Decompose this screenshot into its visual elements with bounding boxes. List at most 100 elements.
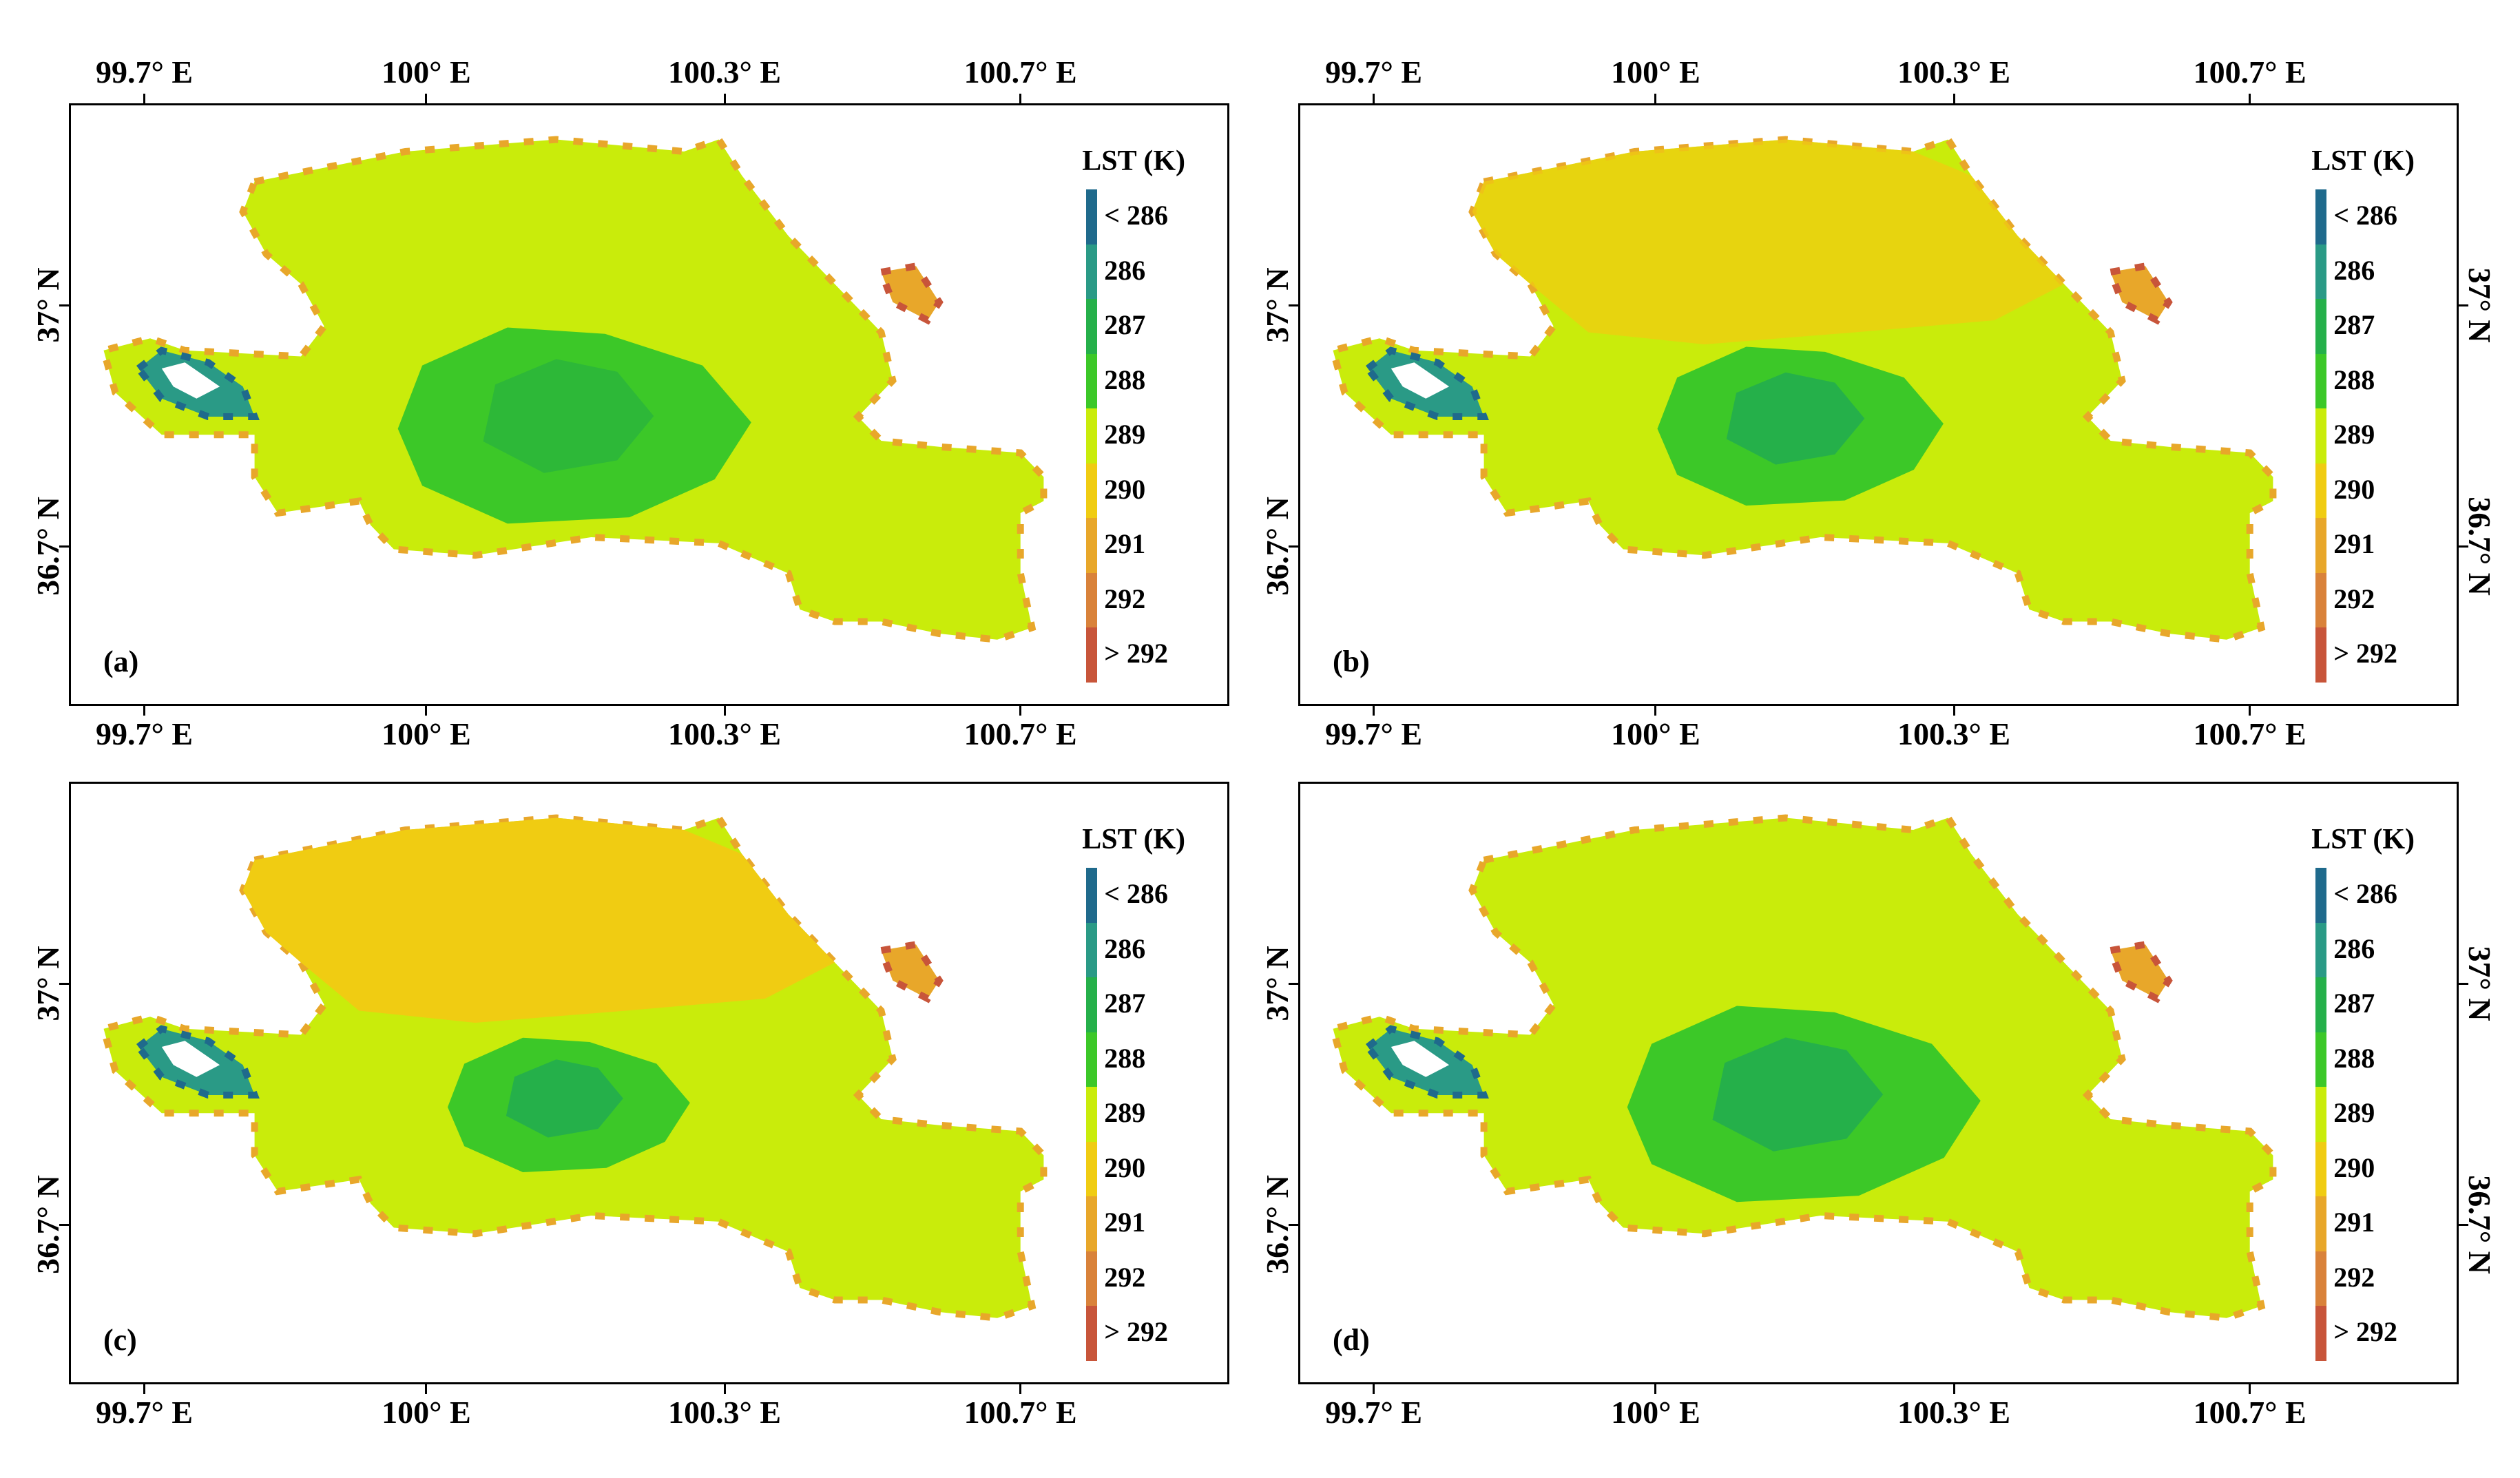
lst-map [99, 813, 1048, 1322]
legend-label: 290 [1104, 1152, 1146, 1183]
legend-label: 289 [2333, 1097, 2375, 1128]
legend-swatch [2315, 572, 2327, 627]
lon-tick [1373, 706, 1375, 716]
legend-swatch [2315, 1032, 2327, 1087]
legend-label: 292 [1104, 1261, 1146, 1293]
lat-tick [1289, 545, 1298, 548]
lat-tick [2459, 304, 2468, 306]
islet-area [2105, 940, 2173, 1003]
lat-label: 36.7° N [2462, 1175, 2497, 1274]
cool-core-region [1712, 1037, 1884, 1152]
lon-tick [2249, 94, 2251, 103]
legend-label: 288 [2333, 1042, 2375, 1074]
lat-tick [1289, 304, 1298, 306]
panel-label: (c) [103, 1323, 137, 1357]
legend-label: 288 [1104, 1042, 1146, 1074]
panel-label: (b) [1333, 645, 1370, 678]
lat-label: 36.7° N [30, 1175, 65, 1274]
legend-label: > 292 [2333, 638, 2398, 669]
lon-tick [1953, 94, 1955, 103]
lon-label: 99.7° E [1324, 1395, 1423, 1430]
warm-region [1472, 139, 2065, 344]
legend-label: 287 [1104, 309, 1146, 340]
legend-swatch [2315, 922, 2327, 977]
legend-label: 291 [2333, 1207, 2375, 1238]
lat-tick [1289, 1223, 1298, 1226]
legend-title: LST (K) [2311, 824, 2415, 855]
lon-tick [1019, 94, 1022, 103]
legend-label: 287 [1104, 988, 1146, 1019]
lon-tick [2249, 1384, 2251, 1394]
lon-tick [723, 94, 726, 103]
lat-label: 36.7° N [1260, 497, 1295, 596]
lon-tick [143, 1384, 146, 1394]
legend-swatch [1086, 572, 1098, 627]
lon-label: 100.7° E [964, 1395, 1077, 1430]
lon-label: 100.7° E [2193, 54, 2306, 90]
legend-swatch [1086, 408, 1098, 464]
legend-swatch [2315, 463, 2327, 518]
legend-swatch [1086, 518, 1098, 573]
islet-area [2105, 262, 2173, 325]
legend-swatch [2315, 1141, 2327, 1196]
legend-swatch [1086, 977, 1098, 1032]
legend-color-bar [1086, 868, 1098, 1361]
lat-label: 36.7° N [1260, 1175, 1295, 1274]
legend-label: < 286 [1104, 878, 1169, 909]
legend-label: 290 [2333, 1152, 2375, 1183]
lat-tick [2459, 1223, 2468, 1226]
lat-label: 37° N [30, 946, 65, 1021]
legend-label: < 286 [1104, 200, 1169, 231]
legend-label: < 286 [2333, 878, 2398, 909]
legend-swatch [2315, 244, 2327, 299]
legend-title: LST (K) [1082, 145, 1185, 177]
legend-label: < 286 [2333, 200, 2398, 231]
lat-label: 37° N [30, 267, 65, 343]
lon-tick [1654, 94, 1657, 103]
map-panel-a: 99.7° E 100° E 100.3° E 100.7° E 99.7° E 100°… [30, 54, 1229, 751]
lon-tick [723, 1384, 726, 1394]
lake-no-data [1391, 1041, 1450, 1077]
lat-label: 36.7° N [2462, 497, 2497, 596]
islet-area [876, 940, 944, 1003]
lon-tick [1953, 1384, 1955, 1394]
legend-swatch [1086, 463, 1098, 518]
legend-label: 289 [1104, 1097, 1146, 1128]
lon-label: 100.3° E [1897, 1395, 2011, 1430]
legend-label: 286 [1104, 933, 1146, 964]
legend-label: 286 [2333, 254, 2375, 286]
lon-tick [1373, 94, 1375, 103]
legend-swatch [1086, 1306, 1098, 1361]
legend-swatch [1086, 868, 1098, 923]
legend-label: 292 [2333, 583, 2375, 614]
legend-swatch [1086, 244, 1098, 299]
lon-label: 100.7° E [964, 54, 1077, 90]
legend-label: 289 [2333, 419, 2375, 450]
lake-no-data [161, 1041, 220, 1077]
lake-no-data [161, 362, 220, 399]
legend-swatch [1086, 627, 1098, 683]
legend-label: 287 [2333, 988, 2375, 1019]
legend-swatch [2315, 353, 2327, 408]
panel-label: (d) [1333, 1323, 1370, 1357]
lat-tick [1289, 982, 1298, 985]
lon-label: 100.7° E [2193, 1395, 2306, 1430]
legend-swatch [2315, 1306, 2327, 1361]
legend-label: > 292 [1104, 638, 1169, 669]
islet-area [876, 262, 944, 325]
lon-label: 100.3° E [667, 54, 782, 90]
lon-tick [1953, 706, 1955, 716]
lat-tick [59, 1223, 69, 1226]
legend-label: > 292 [2333, 1316, 2398, 1347]
lst-map [99, 135, 1048, 643]
legend-label: 286 [1104, 254, 1146, 286]
lat-label: 36.7° N [30, 497, 65, 596]
legend-swatch [1086, 353, 1098, 408]
lon-tick [2249, 706, 2251, 716]
lat-tick [59, 982, 69, 985]
lon-label: 100° E [382, 54, 471, 90]
legend-label: 291 [1104, 1207, 1146, 1238]
lon-label: 99.7° E [95, 54, 194, 90]
lon-tick [1019, 1384, 1022, 1394]
lon-label: 100.3° E [667, 1395, 782, 1430]
